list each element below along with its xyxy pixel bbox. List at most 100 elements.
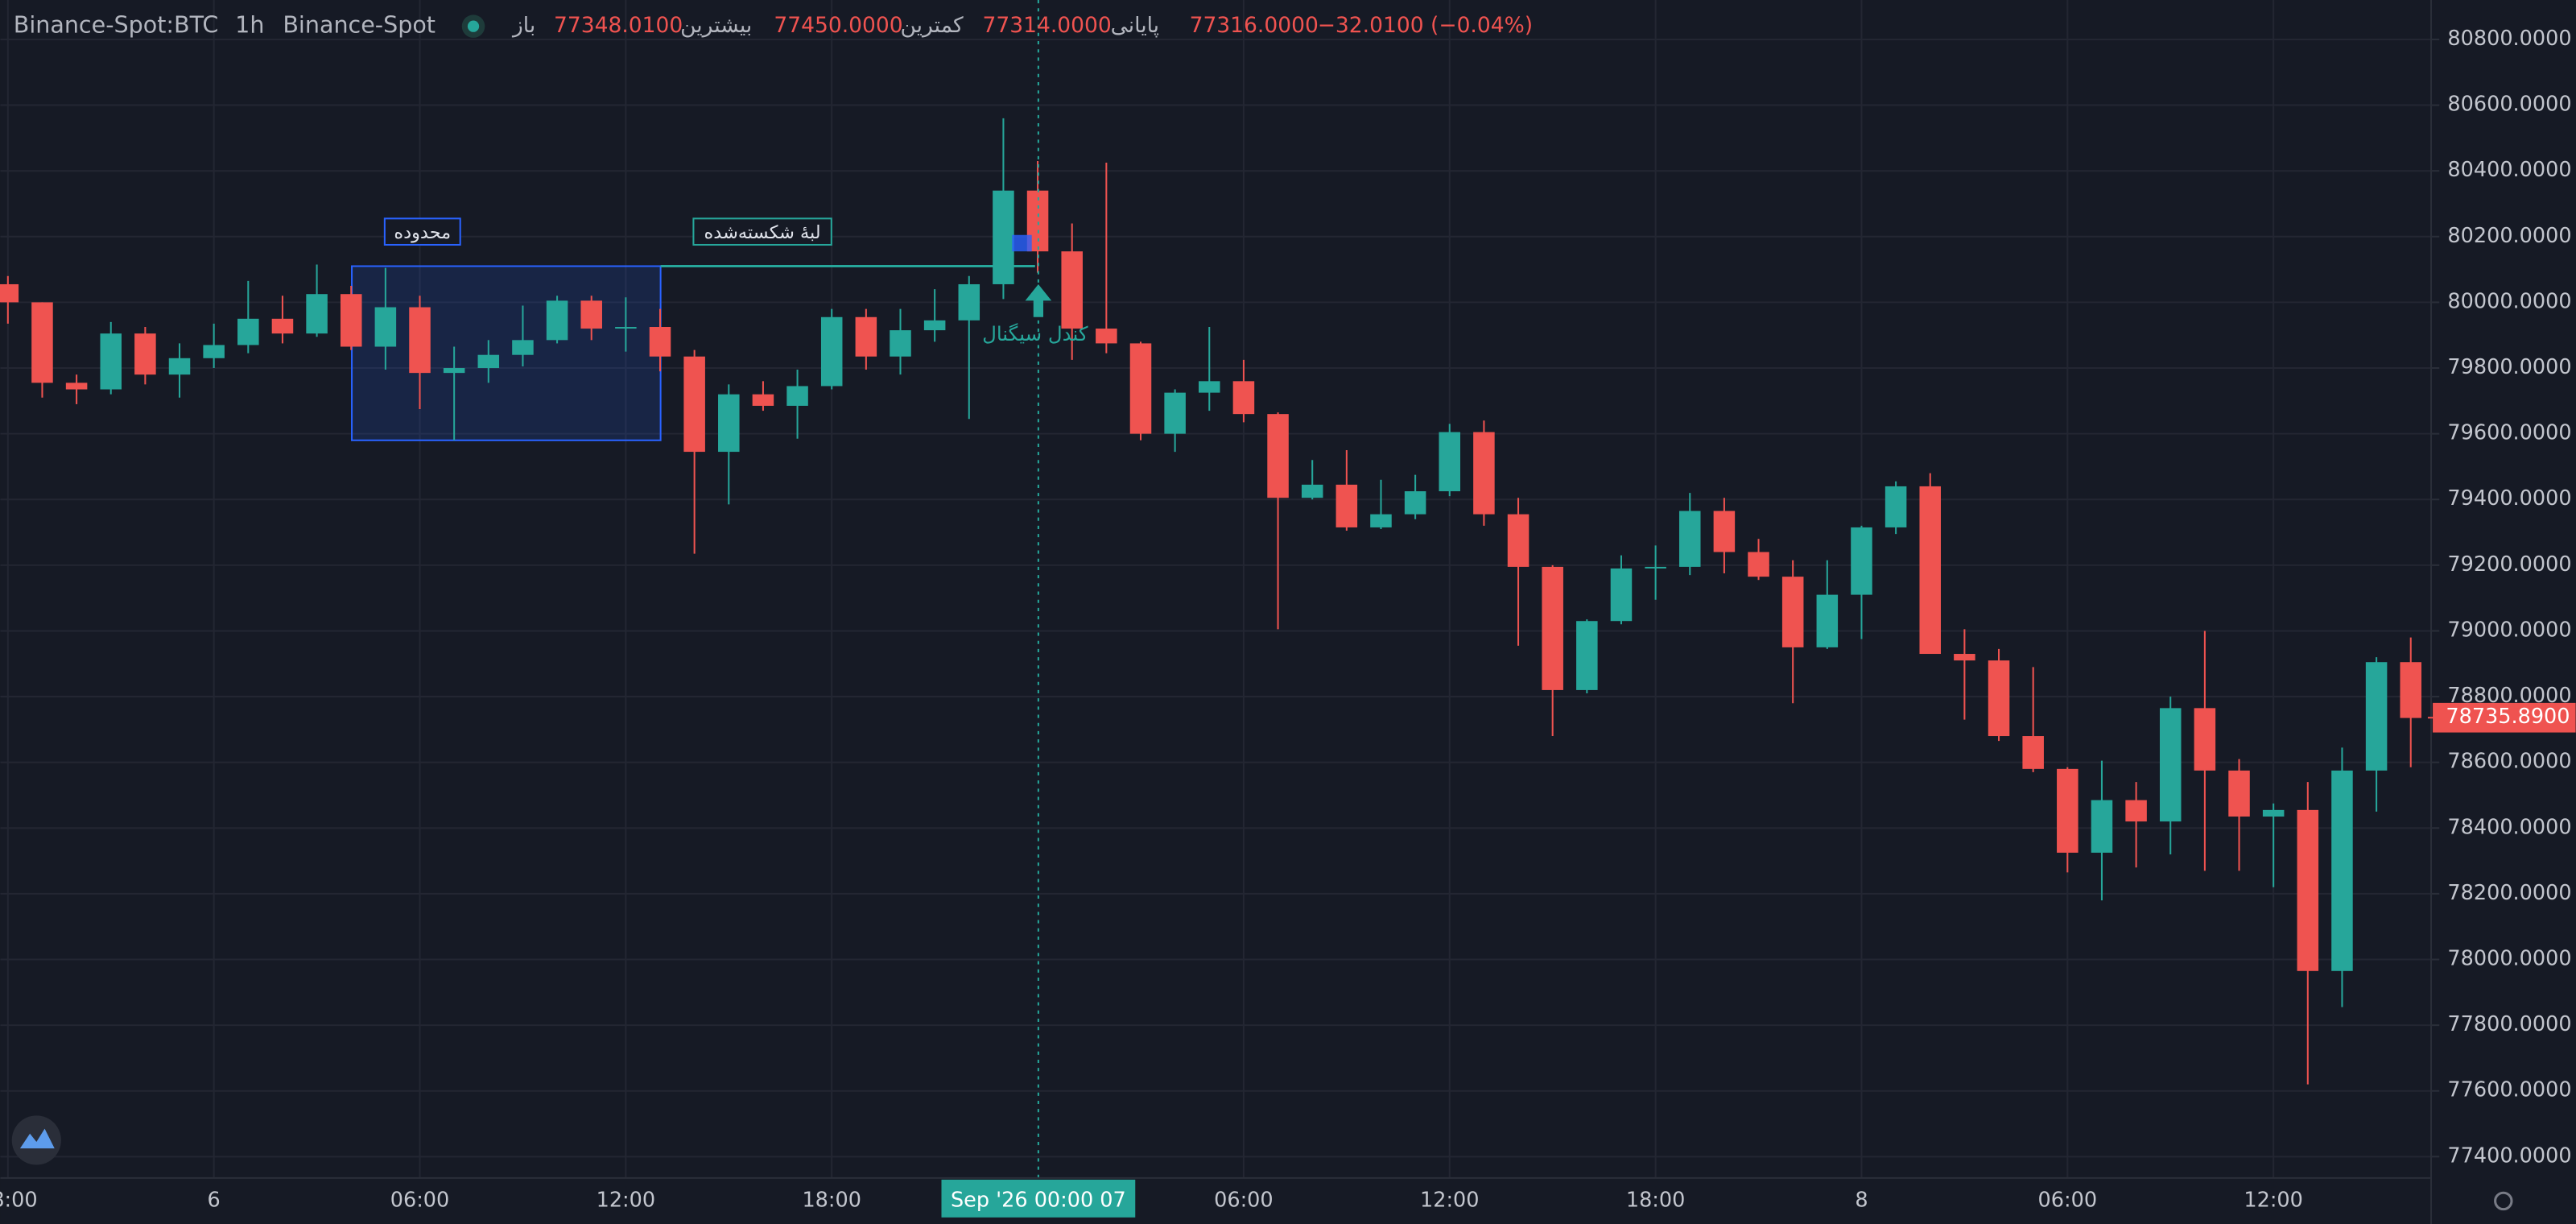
candle-body [1199,381,1220,393]
settings-icon[interactable] [2494,1191,2513,1211]
y-tick-label: 80800.0000 [2447,27,2571,51]
last-price-label: 78735.8900 [2446,705,2570,729]
candle-body [786,386,808,406]
y-tick-label: 77400.0000 [2447,1143,2571,1168]
candle-body [477,354,500,369]
ohlc-value: 77450.0000 [774,13,902,38]
y-tick-label: 77800.0000 [2447,1012,2571,1036]
candle-body [718,394,740,453]
candle-body [1678,511,1701,567]
ohlc-value: 77314.0000 [983,13,1112,38]
x-tick-label: 6 [208,1188,221,1212]
candle-body [2262,809,2285,817]
change: −32.0100 (−0.04%) [1318,13,1533,38]
candle-body [923,320,946,331]
ohlc-value: 77348.0100 [554,13,683,38]
candle-body [1748,552,1769,577]
interval: 1h [235,11,264,39]
candle-body [1954,654,1975,661]
candle-body [2400,662,2421,718]
candle-body [1781,577,1804,647]
candle-body [1816,594,1839,647]
x-tick-label: 12:00 [1420,1188,1480,1212]
y-tick-label: 79800.0000 [2447,355,2571,379]
grid [0,0,2432,1178]
axes: 77400.0000 77600.0000 77800.0000 78000.0000… [0,27,2576,1212]
candle-body [2125,800,2147,822]
candle-body [409,307,431,374]
y-tick-label: 78200.0000 [2447,881,2571,905]
candle-body [855,316,877,357]
y-tick-label: 79000.0000 [2447,618,2571,642]
range-label: محدوده [394,222,451,243]
candle-body [649,327,671,357]
candle-body [1542,566,1563,690]
candle-body [2365,662,2388,771]
candle-body [1404,491,1426,515]
candle-body [2297,809,2319,971]
y-tick-label: 80200.0000 [2447,224,2571,248]
range-box [351,265,662,441]
candle-body [1164,392,1186,434]
candle-body [820,316,843,387]
y-tick-label: 78600.0000 [2447,750,2571,774]
y-tick-label: 79600.0000 [2447,421,2571,445]
candle-body [615,327,637,329]
x-tick-label: 06:00 [1214,1188,1274,1212]
x-tick-label: 06:00 [390,1188,449,1212]
candle-body [580,300,602,329]
candle-body [134,333,156,375]
candle-body [1370,514,1392,527]
candle-body [2057,768,2079,853]
range-label-box [383,217,461,246]
symbol: Binance-Spot:BTC [14,11,219,39]
ohlc-value: 77316.0000 [1190,13,1319,38]
candle-body [1610,568,1633,622]
candle-body [2228,770,2250,817]
candle-body [1645,566,1666,569]
x-tick-label: 12:00 [2244,1188,2303,1212]
y-tick-label: 80000.0000 [2447,289,2571,313]
candle-body [993,190,1014,284]
candle-body [512,340,534,355]
candle-body [31,302,53,383]
logo-mark [19,1128,55,1149]
candle-body [2091,800,2113,853]
x-tick-label: 18:00 [1626,1188,1685,1212]
edge-label-box [692,217,832,246]
candle-body [2159,708,2182,822]
candle-body [271,318,294,334]
candle-body [2022,736,2044,769]
candle-body [1576,621,1598,690]
candle-body [340,294,362,347]
ohlc-label: باز [511,13,535,38]
exchange: Binance-Spot [283,11,436,39]
candle-body [890,330,911,357]
candle-body [374,307,397,347]
ohlc-label: کمترین [900,13,964,38]
candle-body [683,356,705,453]
signal-label: کندل سیگنال [982,322,1088,345]
candle-body [1885,486,1907,527]
candle-body [546,300,568,341]
candle-body [443,368,465,374]
logo[interactable] [11,1115,61,1165]
y-tick-label: 78400.0000 [2447,815,2571,839]
candle-body [752,394,774,406]
candle-body [237,318,259,345]
candle-body [1129,343,1152,434]
y-tick-label: 80400.0000 [2447,158,2571,182]
y-tick-label: 77600.0000 [2447,1078,2571,1102]
x-tick-label: 18:00 [802,1188,861,1212]
candle-body [1507,514,1530,567]
candle-body [1301,484,1323,498]
candle-body [1919,486,1942,655]
last-price-box [2433,702,2576,733]
status-dot [467,20,480,32]
candle-body [168,358,191,375]
x-tick-label: 8 [1855,1188,1868,1212]
candle-body [2331,770,2353,971]
y-tick-label: 78000.0000 [2447,947,2571,971]
